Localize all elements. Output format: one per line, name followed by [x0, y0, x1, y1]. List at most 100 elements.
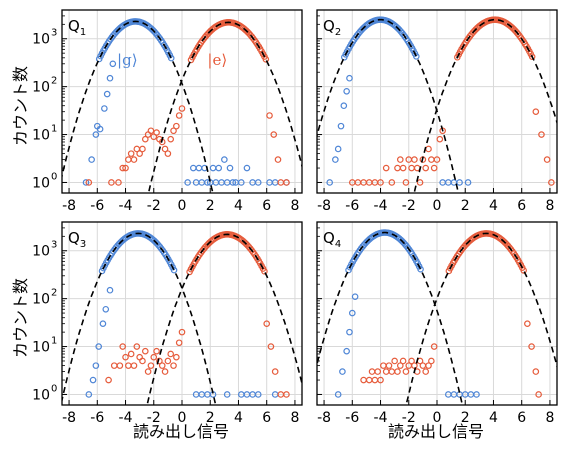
excited-state-point [85, 179, 93, 186]
excited-state-point [127, 150, 135, 157]
excited-state-point [147, 127, 155, 135]
excited-state-fit-curve [405, 232, 557, 405]
excited-state-point [382, 368, 390, 375]
x-tick-label: 8 [290, 198, 299, 214]
ground-state-point [101, 105, 108, 112]
x-tick-label: 6 [262, 410, 271, 426]
excited-state-point [147, 362, 155, 369]
ground-state-fit-curve [62, 232, 217, 405]
excited-state-point [416, 179, 424, 186]
y-tick-label: 10 [32, 175, 50, 191]
x-tick-label: 0 [433, 198, 442, 214]
excited-state-point [408, 164, 415, 172]
excited-state-point [408, 357, 415, 365]
excited-state-point [262, 56, 270, 63]
x-tick-label: 4 [234, 410, 243, 426]
x-tick-label: -8 [62, 410, 76, 426]
panel-label: Q2 [323, 17, 341, 38]
x-tick-label: -6 [90, 410, 104, 426]
ground-state-point [82, 179, 90, 186]
excited-state-point [122, 164, 129, 172]
excited-state-point [122, 353, 129, 361]
ground-state-fit-curve [62, 20, 214, 193]
x-tick-label: 4 [234, 198, 243, 214]
ground-state-point [88, 156, 95, 163]
excited-state-point [524, 320, 531, 327]
excited-state-point [115, 179, 122, 186]
excited-state-point [125, 156, 132, 163]
x-tick-label: -4 [374, 410, 388, 426]
ground-state-point [464, 179, 472, 186]
y-axis-title-bottom: カウント数 [11, 278, 30, 358]
ground-state-point [204, 179, 211, 186]
excited-state-point [167, 350, 175, 358]
excited-state-point [173, 353, 180, 361]
ground-state-point [340, 102, 348, 110]
excited-state-point [156, 357, 163, 365]
excited-state-point [425, 145, 432, 153]
ground-state-point [102, 305, 110, 313]
y-tick-exponent: 1 [51, 336, 57, 347]
x-tick-label: 0 [178, 198, 187, 214]
excited-state-point [360, 376, 367, 384]
excited-state-point [263, 320, 271, 327]
ground-state-point [209, 164, 217, 172]
ground-state-point [99, 320, 107, 327]
excited-state-point [130, 362, 138, 369]
x-tick-label: -2 [402, 198, 416, 214]
panel-label: Q3 [68, 229, 86, 250]
y-tick-exponent: 2 [51, 288, 57, 299]
ground-state-point [92, 362, 100, 369]
excited-state-point [136, 150, 143, 157]
panel-label-subscript: 2 [335, 27, 341, 38]
excited-state-point [139, 357, 146, 365]
ground-state-point [413, 53, 420, 60]
excited-state-fit-curve [146, 233, 302, 405]
plot-area [62, 230, 302, 405]
x-tick-label: 6 [262, 198, 271, 214]
x-tick-label: -2 [147, 198, 161, 214]
excited-state-point [422, 368, 430, 375]
excited-state-point [371, 376, 379, 384]
x-tick-label: -2 [147, 410, 161, 426]
x-tick-label: 2 [461, 410, 470, 426]
x-tick-label: -4 [119, 198, 133, 214]
excited-state-point [283, 179, 290, 186]
excited-state-point [119, 164, 127, 172]
excited-state-point [377, 179, 384, 186]
y-tick-label: 10 [32, 128, 50, 144]
x-tick-label: -2 [402, 410, 416, 426]
excited-state-point [153, 129, 160, 136]
excited-state-point [144, 368, 152, 375]
panel-label-subscript: 4 [335, 239, 341, 250]
x-tick-label: -6 [90, 198, 104, 214]
y-tick-exponent: 2 [51, 76, 57, 87]
excited-state-point [139, 145, 146, 153]
ground-state-annotation: |g⟩ [117, 51, 138, 69]
ground-state-point [170, 266, 178, 274]
excited-state-fit-curve [147, 21, 302, 193]
panel-label: Q1 [68, 17, 86, 38]
excited-state-point [365, 376, 373, 384]
ground-state-point [343, 87, 350, 95]
excited-state-point [396, 362, 404, 369]
ground-state-point [326, 179, 334, 186]
ground-state-point [237, 179, 245, 186]
plot-area [62, 18, 302, 193]
excited-state-annotation: |e⟩ [207, 51, 227, 69]
ground-state-point [215, 164, 223, 172]
excited-state-point [394, 368, 401, 375]
ground-state-point [339, 368, 346, 375]
excited-state-point [374, 368, 382, 375]
ground-state-point [254, 391, 262, 398]
excited-state-point [133, 343, 141, 350]
y-tick-exponent: 3 [51, 28, 57, 39]
x-tick-label: -8 [317, 410, 331, 426]
ground-state-point [243, 164, 251, 172]
ground-state-point [195, 164, 203, 172]
ground-state-point [229, 179, 237, 186]
